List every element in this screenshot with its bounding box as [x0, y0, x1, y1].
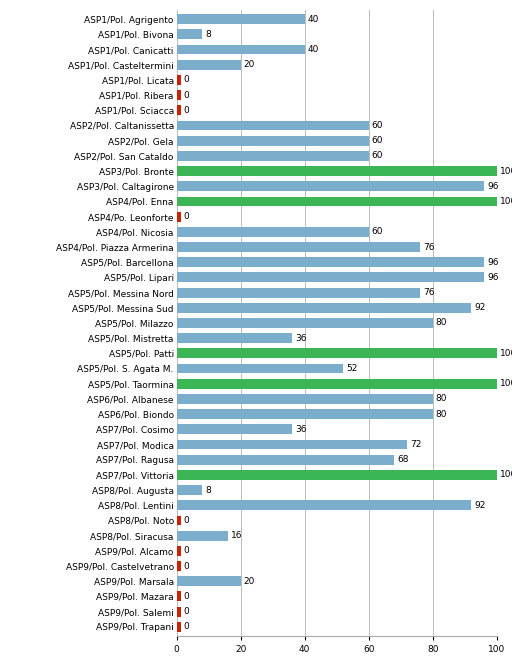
Bar — [177, 212, 181, 222]
Text: 20: 20 — [244, 576, 255, 586]
Bar — [177, 576, 241, 587]
Bar — [177, 409, 433, 419]
Bar — [177, 363, 343, 373]
Text: 96: 96 — [487, 273, 499, 282]
Text: 96: 96 — [487, 258, 499, 267]
Text: 0: 0 — [183, 623, 189, 631]
Bar — [177, 151, 369, 161]
Text: 76: 76 — [423, 288, 435, 297]
Text: 60: 60 — [372, 136, 383, 145]
Bar — [177, 470, 497, 480]
Text: 0: 0 — [183, 212, 189, 221]
Bar — [177, 227, 369, 236]
Bar — [177, 45, 305, 55]
Text: 0: 0 — [183, 546, 189, 555]
Text: 0: 0 — [183, 75, 189, 84]
Text: 60: 60 — [372, 121, 383, 130]
Bar — [177, 424, 292, 434]
Bar — [177, 59, 241, 69]
Bar — [177, 257, 484, 267]
Bar — [177, 607, 181, 617]
Text: 60: 60 — [372, 152, 383, 160]
Bar — [177, 379, 497, 389]
Bar — [177, 120, 369, 130]
Text: 36: 36 — [295, 334, 307, 343]
Text: 60: 60 — [372, 227, 383, 236]
Bar — [177, 196, 497, 206]
Bar — [177, 546, 181, 556]
Text: 16: 16 — [231, 531, 243, 540]
Text: 36: 36 — [295, 425, 307, 434]
Bar — [177, 75, 181, 85]
Text: 68: 68 — [397, 455, 409, 464]
Text: 52: 52 — [346, 364, 357, 373]
Bar — [177, 303, 471, 313]
Text: 100: 100 — [500, 197, 512, 206]
Bar — [177, 440, 407, 450]
Bar — [177, 106, 181, 115]
Bar — [177, 591, 181, 601]
Bar — [177, 181, 484, 191]
Text: 72: 72 — [410, 440, 421, 449]
Text: 0: 0 — [183, 91, 189, 100]
Text: 80: 80 — [436, 394, 447, 403]
Text: 92: 92 — [474, 303, 485, 312]
Text: 100: 100 — [500, 166, 512, 176]
Text: 80: 80 — [436, 319, 447, 327]
Text: 0: 0 — [183, 106, 189, 115]
Text: 0: 0 — [183, 562, 189, 570]
Bar — [177, 333, 292, 343]
Bar — [177, 273, 484, 283]
Text: 8: 8 — [205, 30, 211, 39]
Bar — [177, 455, 394, 465]
Text: 0: 0 — [183, 607, 189, 616]
Text: 40: 40 — [308, 45, 319, 54]
Text: 80: 80 — [436, 409, 447, 419]
Bar — [177, 531, 228, 540]
Text: 76: 76 — [423, 242, 435, 252]
Bar — [177, 29, 202, 39]
Bar — [177, 394, 433, 404]
Bar — [177, 561, 181, 571]
Text: 92: 92 — [474, 501, 485, 510]
Bar — [177, 516, 181, 526]
Text: 20: 20 — [244, 60, 255, 69]
Bar — [177, 622, 181, 632]
Text: 8: 8 — [205, 486, 211, 494]
Text: 0: 0 — [183, 592, 189, 601]
Bar — [177, 90, 181, 100]
Bar — [177, 485, 202, 495]
Text: 100: 100 — [500, 379, 512, 388]
Text: 40: 40 — [308, 15, 319, 23]
Bar — [177, 288, 420, 297]
Text: 100: 100 — [500, 470, 512, 480]
Text: 96: 96 — [487, 182, 499, 191]
Bar — [177, 349, 497, 358]
Bar — [177, 318, 433, 328]
Bar — [177, 166, 497, 176]
Text: 0: 0 — [183, 516, 189, 525]
Bar — [177, 242, 420, 252]
Bar — [177, 136, 369, 146]
Text: 100: 100 — [500, 349, 512, 358]
Bar — [177, 500, 471, 510]
Bar — [177, 14, 305, 24]
